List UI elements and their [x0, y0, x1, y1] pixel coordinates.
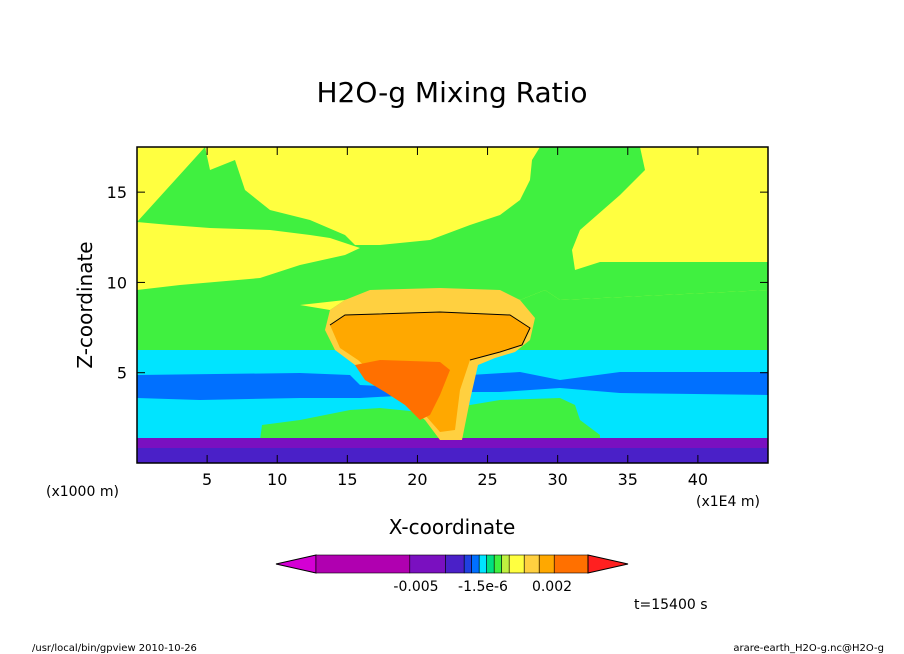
footer-right: arare-earth_H2O-g.nc@H2O-g — [733, 643, 884, 654]
y-tick-label: 15 — [107, 183, 127, 202]
colorbar-swatch — [553, 554, 589, 574]
colorbar-swatch — [538, 554, 555, 574]
y-tick-label: 5 — [117, 364, 127, 383]
colorbar — [275, 554, 629, 574]
colorbar-swatch — [508, 554, 525, 574]
colorbar-tick-label: -1.5e-6 — [458, 579, 508, 595]
x-axis-ticks: 5 10 15 20 25 30 35 40 — [202, 147, 708, 489]
field-darkpurple — [137, 448, 768, 463]
field-green-upper — [137, 147, 768, 305]
footer-left: /usr/local/bin/gpview 2010-10-26 — [32, 643, 197, 654]
cloud-contour — [329, 311, 531, 361]
colorbar-swatch — [478, 554, 488, 574]
plot-frame — [136, 146, 769, 464]
x-tick-label: 25 — [477, 470, 497, 489]
y-axis-label: Z-coordinate — [73, 241, 97, 368]
x-tick-label: 15 — [337, 470, 357, 489]
y-tick-label: 10 — [107, 273, 127, 292]
colorbar-swatch — [523, 554, 540, 574]
colorbar-swatch — [471, 554, 480, 574]
x-tick-label: 10 — [267, 470, 287, 489]
x-unit-label: (x1000 m) — [46, 484, 119, 500]
colorbar-swatch — [493, 554, 503, 574]
colorbar-swatch — [501, 554, 510, 574]
colorbar-swatch — [445, 554, 465, 574]
colorbar-low-arrow — [275, 554, 317, 574]
field-dark-orange — [355, 360, 450, 420]
colorbar-swatch — [463, 554, 472, 574]
time-annotation: t=15400 s — [634, 597, 708, 613]
y-axis-ticks: 5 10 15 — [107, 183, 768, 383]
x-tick-label: 35 — [618, 470, 638, 489]
colorbar-swatch — [315, 554, 411, 574]
colorbar-tick-label: 0.002 — [532, 579, 572, 595]
x-tick-label: 40 — [688, 470, 708, 489]
chart-title: H2O-g Mixing Ratio — [316, 76, 587, 109]
colorbar-swatch — [409, 554, 446, 574]
x-scale-label: (x1E4 m) — [696, 494, 760, 510]
colorbar-high-arrow — [587, 554, 629, 574]
colorbar-swatch — [486, 554, 495, 574]
x-tick-label: 5 — [202, 470, 212, 489]
x-tick-label: 20 — [407, 470, 427, 489]
x-axis-label: X-coordinate — [389, 515, 516, 539]
colorbar-labels: -0.005 -1.5e-6 0.002 — [393, 579, 572, 595]
x-tick-label: 30 — [547, 470, 567, 489]
colorbar-tick-label: -0.005 — [393, 579, 438, 595]
plot-area — [137, 147, 768, 463]
